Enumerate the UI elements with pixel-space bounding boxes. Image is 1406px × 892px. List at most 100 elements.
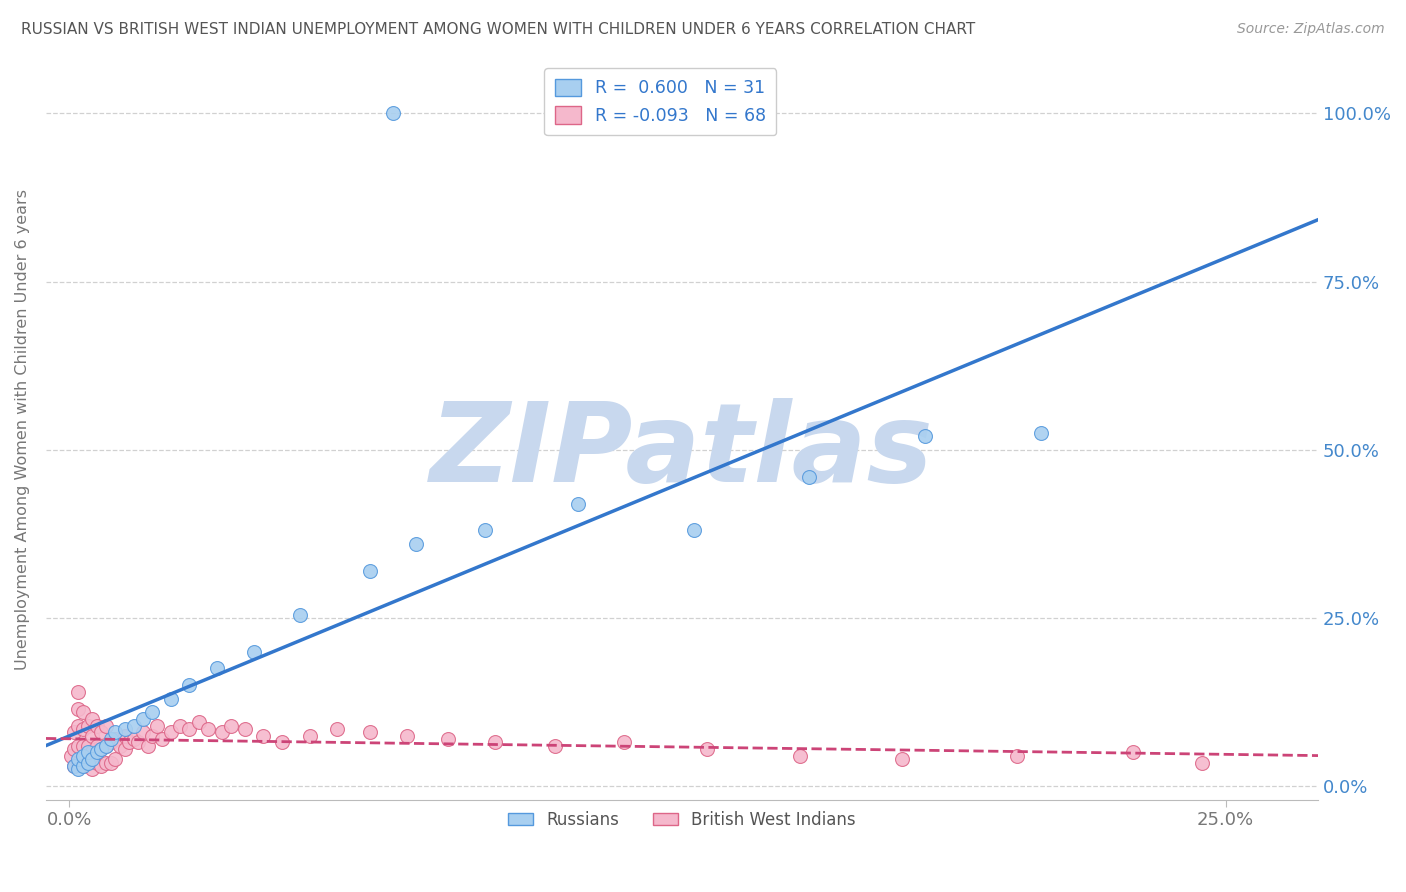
Point: [179, 678, 201, 692]
Point: [211, 725, 233, 739]
Point: [100, 731, 122, 746]
Point: [86, 746, 108, 760]
Point: [141, 729, 163, 743]
Point: [395, 729, 418, 743]
Point: [197, 722, 219, 736]
Point: [67, 718, 90, 732]
Point: [94, 739, 117, 753]
Point: [613, 735, 636, 749]
Point: [1122, 746, 1144, 760]
Point: [252, 729, 274, 743]
Point: [789, 748, 811, 763]
Point: [484, 735, 506, 749]
Point: [326, 722, 349, 736]
Point: [82, 762, 104, 776]
Point: [86, 739, 108, 753]
Text: ZIPatlas: ZIPatlas: [430, 398, 934, 505]
Legend: Russians, British West Indians: Russians, British West Indians: [502, 805, 862, 836]
Point: [62, 725, 84, 739]
Text: RUSSIAN VS BRITISH WEST INDIAN UNEMPLOYMENT AMONG WOMEN WITH CHILDREN UNDER 6 YE: RUSSIAN VS BRITISH WEST INDIAN UNEMPLOYM…: [21, 22, 976, 37]
Point: [219, 718, 242, 732]
Point: [132, 712, 155, 726]
Point: [114, 729, 136, 743]
Point: [67, 752, 90, 766]
Text: Source: ZipAtlas.com: Source: ZipAtlas.com: [1237, 22, 1385, 37]
Point: [544, 739, 567, 753]
Point: [76, 756, 98, 770]
Point: [104, 725, 127, 739]
Point: [474, 524, 496, 538]
Point: [76, 718, 98, 732]
Point: [405, 537, 427, 551]
Point: [82, 746, 104, 760]
Point: [290, 607, 312, 622]
Point: [90, 742, 112, 756]
Point: [67, 685, 90, 699]
Point: [94, 718, 117, 732]
Point: [132, 725, 155, 739]
Point: [82, 729, 104, 743]
Point: [67, 756, 90, 770]
Point: [141, 705, 163, 719]
Point: [187, 715, 209, 730]
Point: [1029, 425, 1052, 440]
Point: [72, 705, 94, 719]
Point: [179, 722, 201, 736]
Point: [62, 742, 84, 756]
Point: [914, 429, 936, 443]
Point: [108, 739, 131, 753]
Point: [94, 739, 117, 753]
Point: [890, 752, 912, 766]
Point: [1191, 756, 1213, 770]
Point: [72, 739, 94, 753]
Point: [270, 735, 292, 749]
Point: [72, 759, 94, 773]
Point: [298, 729, 321, 743]
Point: [114, 722, 136, 736]
Point: [567, 497, 589, 511]
Point: [437, 731, 460, 746]
Point: [1007, 748, 1029, 763]
Point: [160, 691, 183, 706]
Point: [136, 739, 159, 753]
Point: [86, 756, 108, 770]
Point: [114, 742, 136, 756]
Point: [122, 718, 145, 732]
Point: [104, 731, 127, 746]
Point: [128, 735, 150, 749]
Point: [72, 722, 94, 736]
Point: [72, 748, 94, 763]
Point: [60, 748, 83, 763]
Point: [94, 756, 117, 770]
Point: [381, 106, 404, 120]
Point: [76, 756, 98, 770]
Point: [104, 752, 127, 766]
Point: [76, 746, 98, 760]
Point: [118, 735, 141, 749]
Point: [359, 564, 381, 578]
Point: [86, 718, 108, 732]
Point: [76, 739, 98, 753]
Point: [682, 524, 704, 538]
Point: [90, 742, 112, 756]
Point: [160, 725, 183, 739]
Y-axis label: Unemployment Among Women with Children Under 6 years: Unemployment Among Women with Children U…: [15, 189, 30, 670]
Point: [100, 735, 122, 749]
Point: [146, 718, 169, 732]
Point: [72, 759, 94, 773]
Point: [82, 752, 104, 766]
Point: [359, 725, 381, 739]
Point: [90, 725, 112, 739]
Point: [62, 759, 84, 773]
Point: [67, 762, 90, 776]
Point: [169, 718, 191, 732]
Point: [100, 756, 122, 770]
Point: [82, 712, 104, 726]
Point: [122, 731, 145, 746]
Point: [205, 661, 228, 675]
Point: [62, 759, 84, 773]
Point: [67, 702, 90, 716]
Point: [243, 644, 266, 658]
Point: [799, 469, 821, 483]
Point: [233, 722, 256, 736]
